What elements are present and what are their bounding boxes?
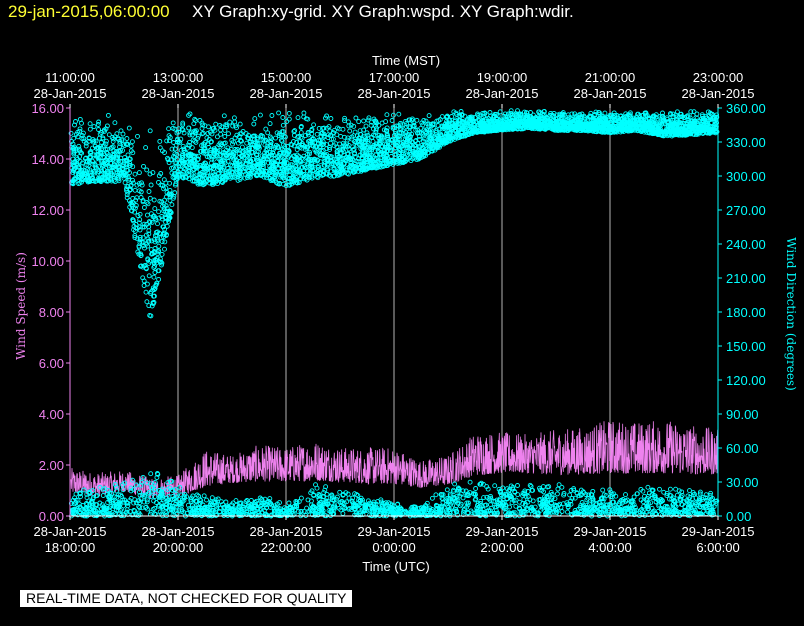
wind-speed-series [70, 421, 719, 500]
y-right-tick-label: 0.00 [726, 509, 751, 524]
x-bottom-tick-date: 29-Jan-2015 [682, 524, 755, 539]
y-right-tick-label: 240.00 [726, 237, 766, 252]
x-bottom-tick-time: 4:00:00 [588, 540, 631, 555]
y-left-tick-label: 8.00 [39, 305, 64, 320]
x-bottom-tick-date: 29-Jan-2015 [358, 524, 431, 539]
y-right-tick-label: 270.00 [726, 203, 766, 218]
x-top-tick-date: 28-Jan-2015 [34, 86, 107, 101]
header-title: XY Graph:xy-grid. XY Graph:wspd. XY Grap… [192, 2, 574, 21]
y-left-axis-label: Wind Speed (m/s) [14, 252, 28, 360]
y-left-tick-label: 2.00 [39, 458, 64, 473]
x-top-axis-label: Time (MST) [372, 53, 440, 68]
wind-direction-series [68, 108, 720, 519]
x-top-tick-date: 28-Jan-2015 [682, 86, 755, 101]
x-top-tick-date: 28-Jan-2015 [250, 86, 323, 101]
x-top-tick-time: 11:00:00 [45, 70, 95, 85]
y-left-tick-label: 4.00 [39, 407, 64, 422]
x-bottom-tick-time: 0:00:00 [372, 540, 415, 555]
x-bottom-tick-date: 28-Jan-2015 [250, 524, 323, 539]
y-right-tick-label: 180.00 [726, 305, 766, 320]
x-bottom-tick-date: 29-Jan-2015 [466, 524, 539, 539]
x-top-tick-time: 23:00:00 [693, 70, 744, 85]
x-top-tick-time: 17:00:00 [369, 70, 420, 85]
y-left-tick-label: 16.00 [31, 101, 64, 116]
x-bottom-tick-time: 20:00:00 [153, 540, 204, 555]
wind-direction-low-points [68, 471, 720, 519]
x-top-tick-time: 13:00:00 [153, 70, 204, 85]
wind-speed-line [70, 421, 719, 500]
y-right-tick-label: 120.00 [726, 373, 766, 388]
x-bottom-tick-date: 28-Jan-2015 [142, 524, 215, 539]
quality-disclaimer: REAL-TIME DATA, NOT CHECKED FOR QUALITY [20, 590, 353, 607]
axes: 0.00 2.00 4.00 6.00 8.00 10.00 12.00 14.00 16.00… [31, 70, 765, 555]
x-top-tick-date: 28-Jan-2015 [358, 86, 431, 101]
y-right-tick-label: 210.00 [726, 271, 766, 286]
wind-direction-points [68, 108, 720, 319]
y-left-tick-label: 10.00 [31, 254, 64, 269]
y-right-tick-label: 90.00 [726, 407, 759, 422]
x-top-tick-date: 28-Jan-2015 [466, 86, 539, 101]
x-top-tick-time: 15:00:00 [261, 70, 312, 85]
y-right-tick-label: 360.00 [726, 101, 766, 116]
y-right-tick-label: 330.00 [726, 135, 766, 150]
y-right-tick-label: 60.00 [726, 441, 759, 456]
y-left-tick-label: 6.00 [39, 356, 64, 371]
header-date: 29-jan-2015,06:00:00 [8, 2, 170, 21]
x-bottom-tick-time: 18:00:00 [45, 540, 96, 555]
x-top-tick-time: 19:00:00 [477, 70, 528, 85]
y-left-tick-label: 14.00 [31, 152, 64, 167]
x-top-tick-date: 28-Jan-2015 [142, 86, 215, 101]
x-top-tick-date: 28-Jan-2015 [574, 86, 647, 101]
y-left-tick-label: 12.00 [31, 203, 64, 218]
x-bottom-axis-label: Time (UTC) [362, 559, 429, 574]
y-right-tick-label: 300.00 [726, 169, 766, 184]
y-right-axis-label: Wind Direction (degrees) [784, 237, 798, 391]
x-bottom-tick-time: 2:00:00 [480, 540, 523, 555]
x-bottom-tick-date: 28-Jan-2015 [34, 524, 107, 539]
x-bottom-tick-time: 22:00:00 [261, 540, 312, 555]
x-bottom-tick-date: 29-Jan-2015 [574, 524, 647, 539]
x-top-tick-time: 21:00:00 [585, 70, 636, 85]
x-bottom-tick-time: 6:00:00 [696, 540, 739, 555]
y-right-tick-label: 30.00 [726, 475, 759, 490]
y-left-tick-label: 0.00 [39, 509, 64, 524]
y-right-tick-label: 150.00 [726, 339, 766, 354]
